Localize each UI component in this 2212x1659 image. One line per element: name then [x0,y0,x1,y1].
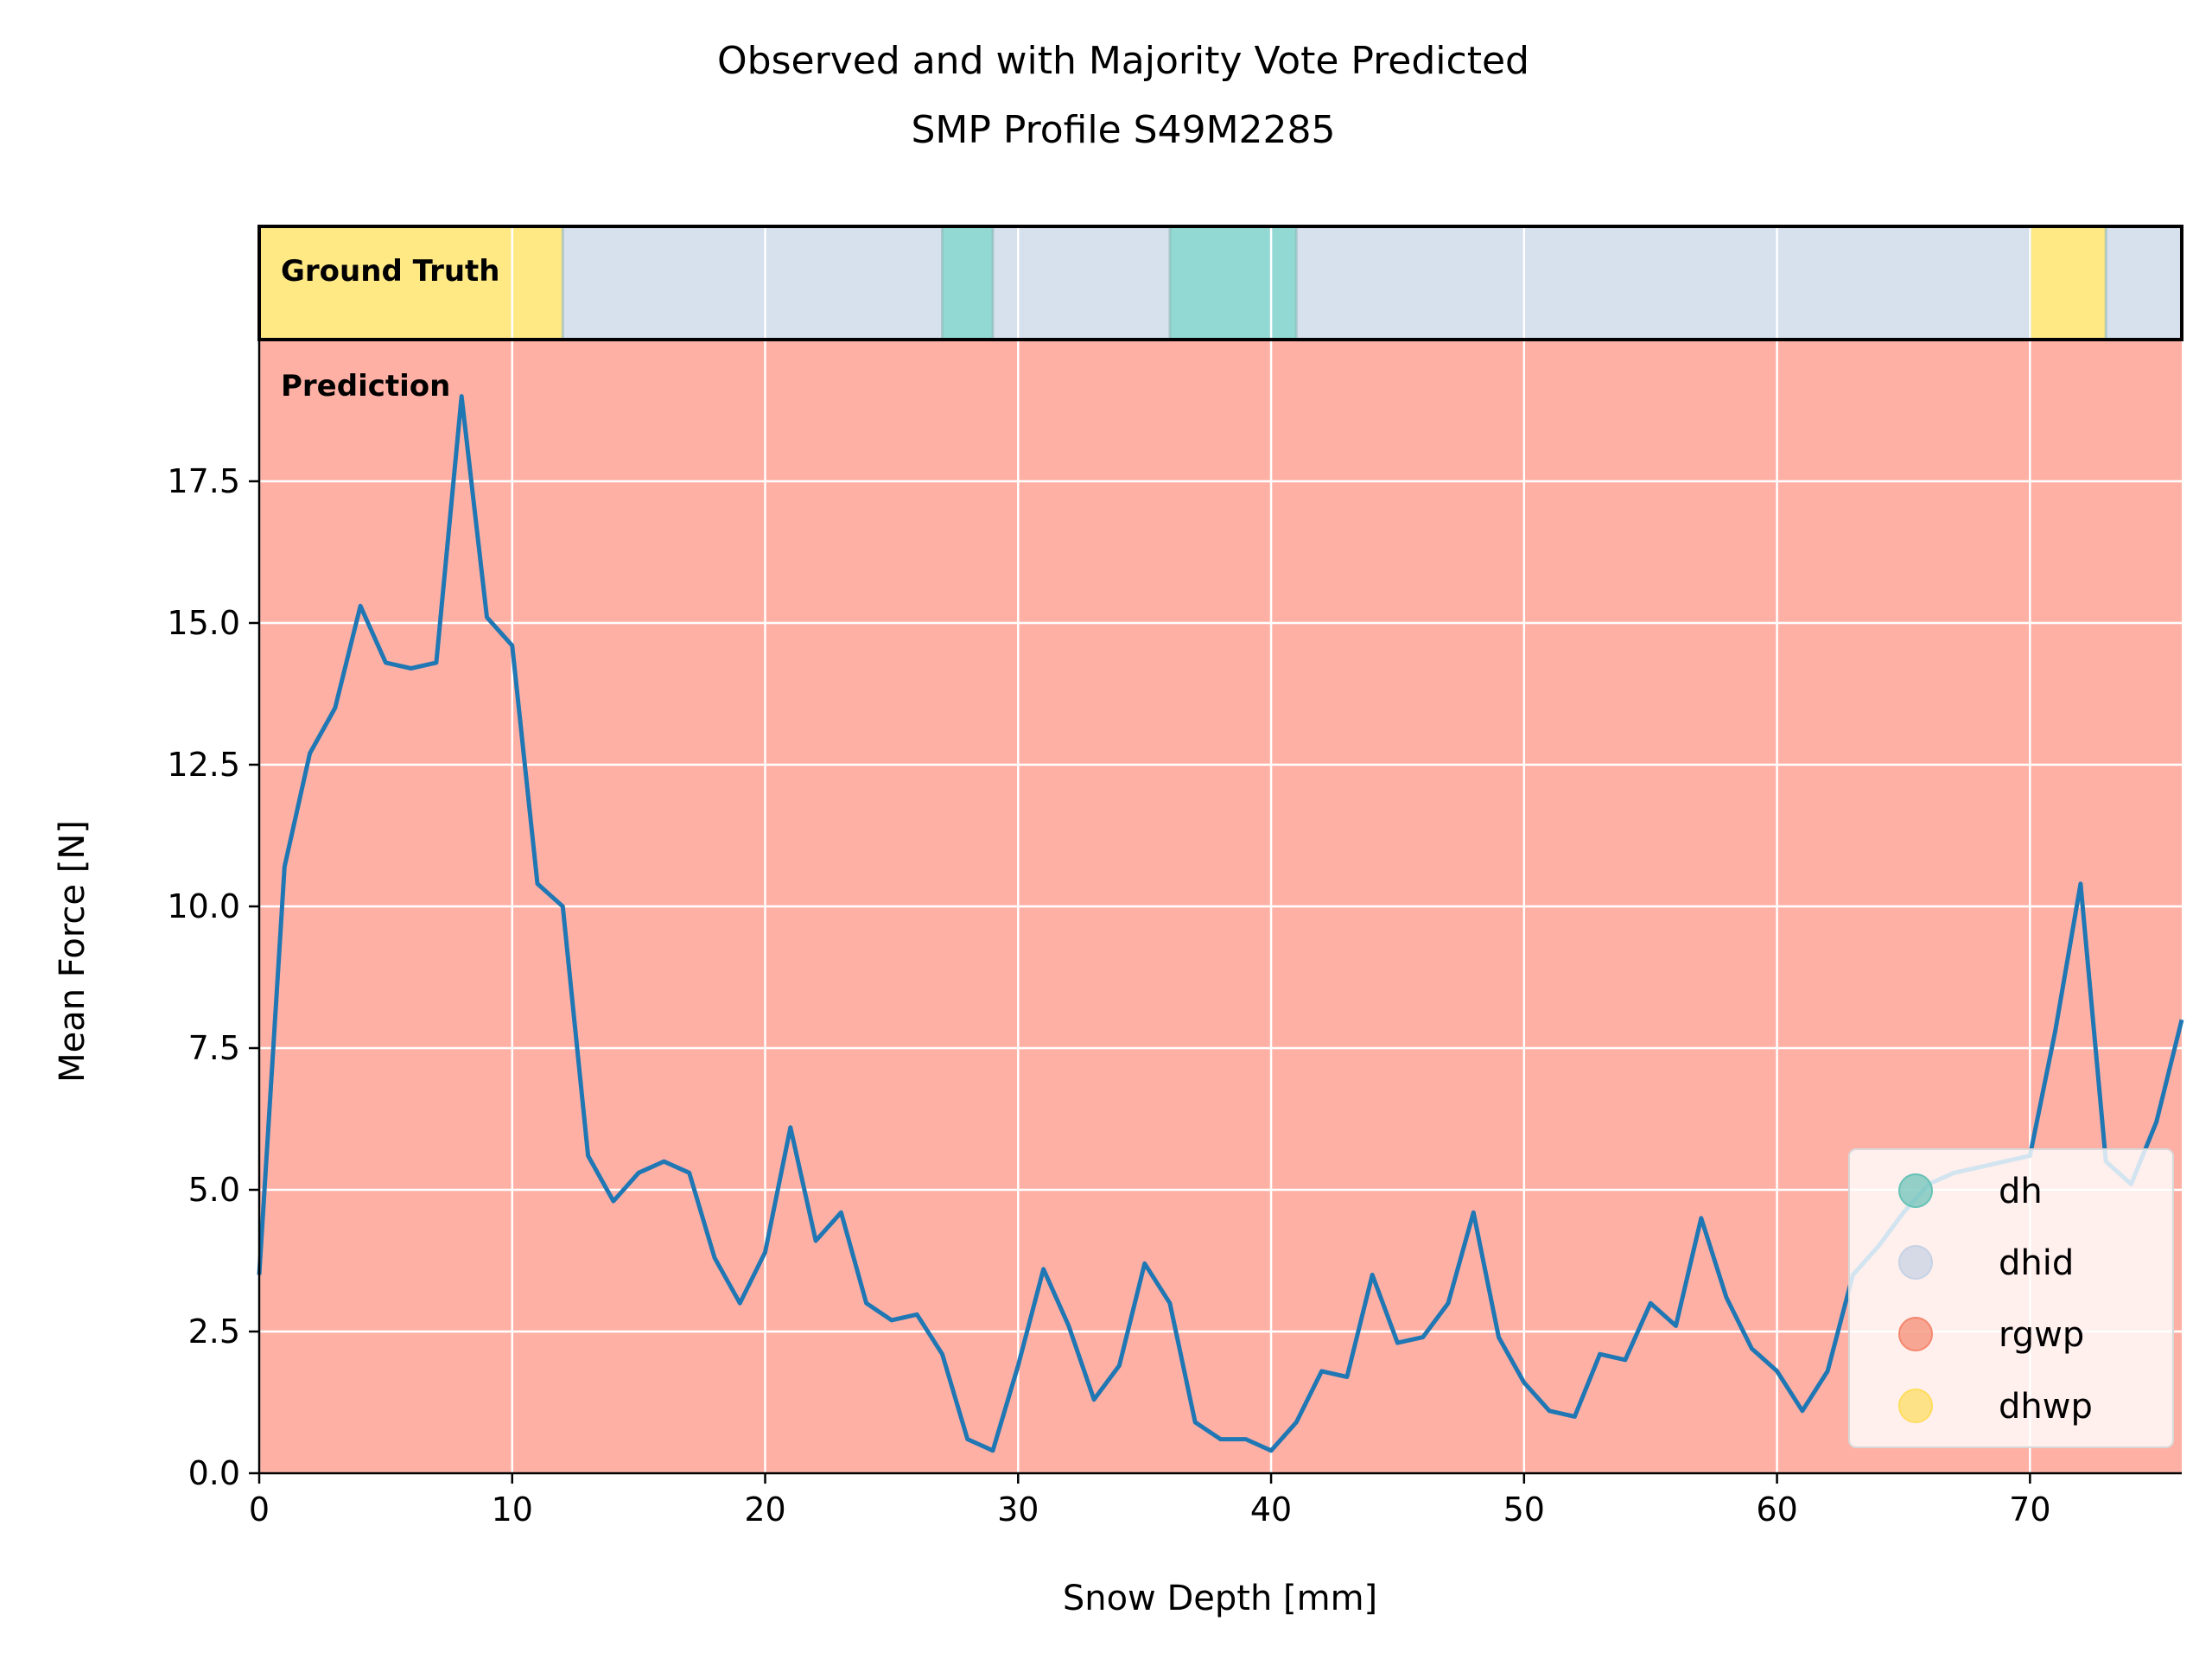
legend-label-rgwp: rgwp [1999,1315,2084,1355]
legend-marker-dhwp [1898,1389,1933,1423]
x-tick-label: 40 [1250,1491,1292,1529]
x-tick-label: 0 [249,1491,270,1529]
legend-label-dhid: dhid [1999,1243,2074,1283]
x-tick-label: 30 [997,1491,1039,1529]
x-tick-label: 50 [1503,1491,1545,1529]
ground-truth-segment-dh [1169,226,1297,340]
legend-box [1848,1148,2174,1448]
ground-truth-segment-dhwp [2030,226,2107,340]
y-tick-label: 0.0 [188,1454,240,1492]
ticks-layer: 0 10 20 30 40 50 60 70 0.0 2.5 5.0 7.5 10.0 12.5 15.0 1… [167,462,2050,1529]
y-tick-label: 2.5 [188,1313,240,1351]
prediction-label: Prediction [281,369,450,404]
y-tick-label: 15.0 [167,604,240,642]
y-tick-label: 17.5 [167,462,240,500]
ground-truth-segment-dhid [2106,226,2182,340]
x-axis-label: Snow Depth [mm] [1063,1579,1377,1618]
chart-subtitle: SMP Profile S49M2285 [911,108,1335,152]
legend-label-dh: dh [1999,1172,2043,1211]
y-tick-label: 12.5 [167,746,240,784]
x-tick-label: 10 [492,1491,533,1529]
ground-truth-segment-dhid [993,226,1170,340]
x-tick-label: 60 [1756,1491,1797,1529]
ground-truth-segment-dhid [1296,226,2031,340]
x-tick-label: 20 [744,1491,785,1529]
chart-title: Observed and with Majority Vote Predicte… [717,39,1529,83]
ground-truth-frame [257,225,2183,341]
legend-label-dhwp: dhwp [1999,1387,2093,1427]
legend: dh dhid rgwp dhwp [1848,1148,2174,1448]
legend-marker-dhid [1898,1245,1933,1280]
ground-truth-segment-dhid [563,226,943,340]
y-tick-label: 5.0 [188,1171,240,1209]
y-tick-label: 10.0 [167,887,240,925]
ground-truth-label: Ground Truth [281,254,500,289]
y-tick-label: 7.5 [188,1029,240,1067]
y-axis-label: Mean Force [N] [53,820,92,1083]
legend-marker-dh [1898,1173,1933,1208]
legend-marker-rgwp [1898,1317,1933,1351]
x-tick-label: 70 [2009,1491,2050,1529]
ground-truth-segment-dh [942,226,994,340]
